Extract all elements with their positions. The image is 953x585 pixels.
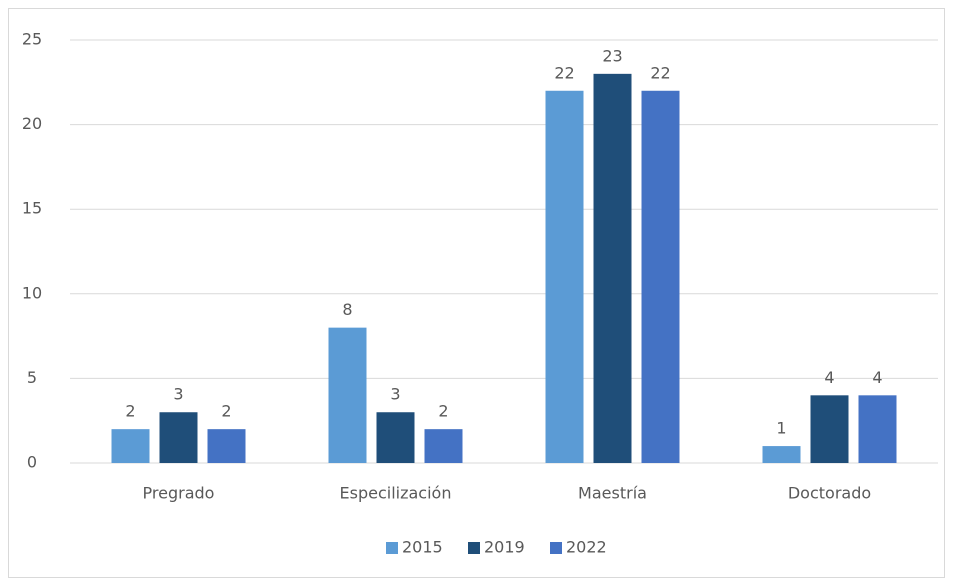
- y-tick-label: 5: [27, 368, 37, 387]
- bar: [641, 90, 680, 463]
- y-tick-label: 20: [22, 114, 42, 133]
- data-label: 4: [824, 368, 834, 387]
- x-tick-label: Doctorado: [788, 484, 871, 503]
- bar: [207, 429, 246, 463]
- data-label: 22: [650, 63, 670, 82]
- bar: [858, 395, 897, 463]
- bar: [810, 395, 849, 463]
- data-label: 22: [554, 63, 574, 82]
- legend-swatch: [386, 542, 398, 554]
- bar: [328, 327, 367, 463]
- bar: [593, 73, 632, 463]
- bar: [545, 90, 584, 463]
- data-label: 2: [221, 402, 231, 421]
- y-tick-label: 0: [27, 453, 37, 472]
- bar: [762, 446, 801, 463]
- legend-label: 2022: [566, 538, 607, 557]
- legend-swatch: [468, 542, 480, 554]
- y-tick-label: 15: [22, 199, 42, 218]
- legend-label: 2019: [484, 538, 525, 557]
- data-label: 8: [342, 300, 352, 319]
- x-tick-label: Especilización: [340, 484, 452, 503]
- data-label: 2: [125, 402, 135, 421]
- data-label: 23: [602, 46, 622, 65]
- data-label: 3: [390, 385, 400, 404]
- chart-border: [8, 8, 945, 578]
- data-label: 4: [872, 368, 882, 387]
- bar: [159, 412, 198, 463]
- x-tick-label: Maestría: [578, 484, 647, 503]
- y-tick-label: 25: [22, 30, 42, 49]
- y-tick-label: 10: [22, 283, 42, 302]
- data-label: 1: [776, 419, 786, 438]
- x-tick-label: Pregrado: [143, 484, 215, 503]
- data-label: 3: [173, 385, 183, 404]
- legend-label: 2015: [402, 538, 443, 557]
- bar: [376, 412, 415, 463]
- data-label: 2: [438, 402, 448, 421]
- legend-swatch: [550, 542, 562, 554]
- bar: [424, 429, 463, 463]
- bar: [111, 429, 150, 463]
